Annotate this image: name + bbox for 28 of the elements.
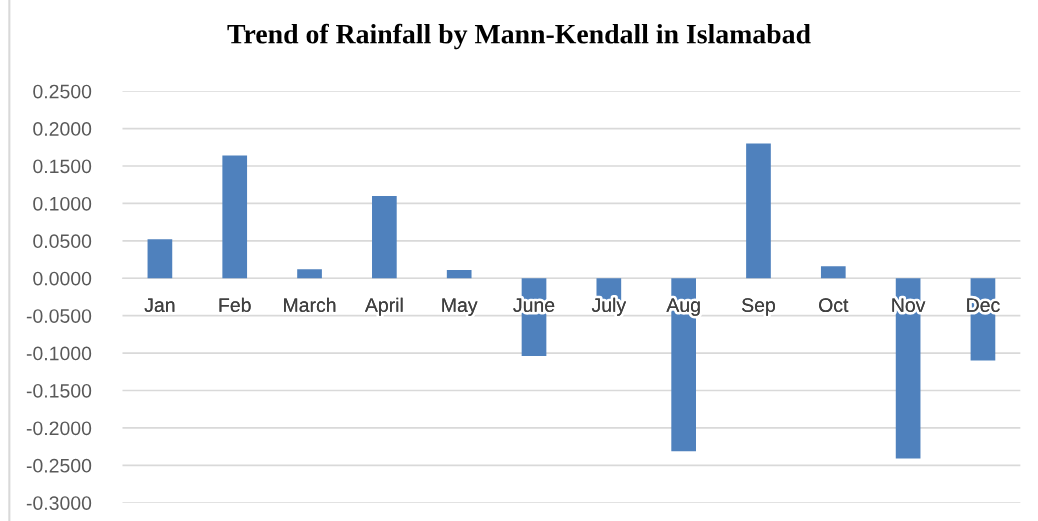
x-tick-label: Jan: [144, 298, 175, 312]
y-tick-label: -0.2500: [26, 458, 92, 473]
bar: [820, 266, 846, 279]
bar: [297, 269, 322, 279]
x-tick-label: Sep: [742, 298, 775, 316]
y-tick-label: 0.2500: [33, 84, 92, 99]
bar: [147, 239, 173, 279]
x-tick-label: April: [364, 297, 403, 316]
y-tick-label: 0.2000: [33, 122, 92, 136]
x-tick-label: Feb: [219, 297, 251, 312]
x-tick-label: May: [442, 298, 478, 316]
y-tick-label: -0.0500: [26, 309, 92, 323]
y-tick-label: -0.1000: [26, 346, 92, 361]
bar: [446, 270, 472, 279]
y-tick-label: 0.1500: [33, 159, 92, 174]
x-tick-label: March: [284, 297, 336, 312]
y-tick-label: 0.0500: [33, 234, 92, 249]
y-tick-label: -0.2000: [26, 421, 92, 436]
y-tick-label: 0.1000: [33, 196, 92, 211]
y-tick-label: -0.1500: [26, 383, 92, 398]
x-tick-label: Oct: [819, 298, 849, 312]
x-tick-label: July: [591, 297, 627, 316]
y-tick-label: -0.3000: [26, 496, 92, 510]
y-tick-label: 0.0000: [33, 271, 92, 286]
bar: [746, 143, 771, 279]
bar: [222, 155, 248, 279]
chart-title: Trend of Rainfall by Mann-Kendall in Islamabad: [227, 23, 811, 50]
bar: [372, 195, 397, 279]
